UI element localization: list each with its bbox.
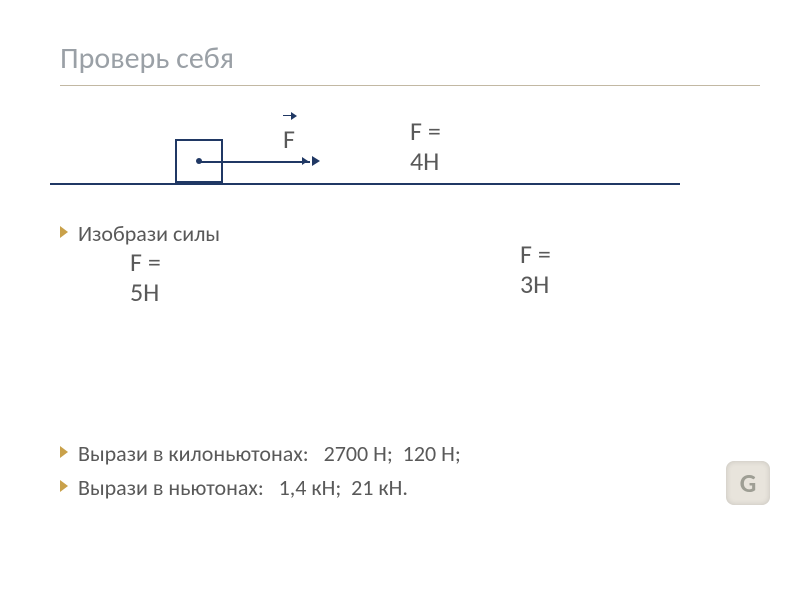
bullet-marker-icon (60, 480, 68, 492)
force-value-4n-l1: F = (410, 115, 441, 147)
bullet-express-kn: Вырази в килоньютонах: 2700 Н; 120 Н; (60, 440, 461, 467)
bullet-express-n-text: Вырази в ньютонах: 1,4 кН; 21 кН. (78, 474, 408, 501)
bullet-marker-icon (60, 446, 68, 458)
arrow-tri-1 (312, 156, 320, 166)
force-value-3n-l2: 3Н (520, 268, 549, 300)
force-value-3n: F = 3Н (520, 240, 551, 300)
bullet-draw-forces: Изобрази силы (60, 220, 220, 247)
bullet-express-kn-text: Вырази в килоньютонах: 2700 Н; 120 Н; (78, 440, 461, 467)
vector-over-arrow-icon (283, 115, 295, 116)
force-value-5n-l1: F = (130, 246, 161, 278)
force-value-4n-l2: 4Н (410, 145, 439, 177)
footer-badge: G (726, 461, 770, 505)
page-title: Проверь себя (60, 40, 760, 77)
bullet-marker-icon (60, 226, 68, 238)
force-diagram: F F = 4Н (0, 115, 800, 205)
footer-badge-text: G (740, 467, 757, 499)
force-label-f: F (283, 123, 295, 155)
arrow-tri-2 (302, 157, 308, 165)
force-value-3n-l1: F = (520, 238, 551, 270)
force-vector-line (199, 161, 310, 163)
force-label-f-text: F (283, 123, 295, 155)
title-region: Проверь себя (60, 40, 760, 86)
ground-line (50, 183, 680, 185)
force-value-4n: F = 4Н (410, 117, 441, 177)
force-value-5n-l2: 5Н (130, 276, 159, 308)
force-value-5n: F = 5Н (130, 248, 161, 308)
bullet-express-n: Вырази в ньютонах: 1,4 кН; 21 кН. (60, 474, 408, 501)
bullet-draw-forces-text: Изобрази силы (78, 220, 220, 247)
